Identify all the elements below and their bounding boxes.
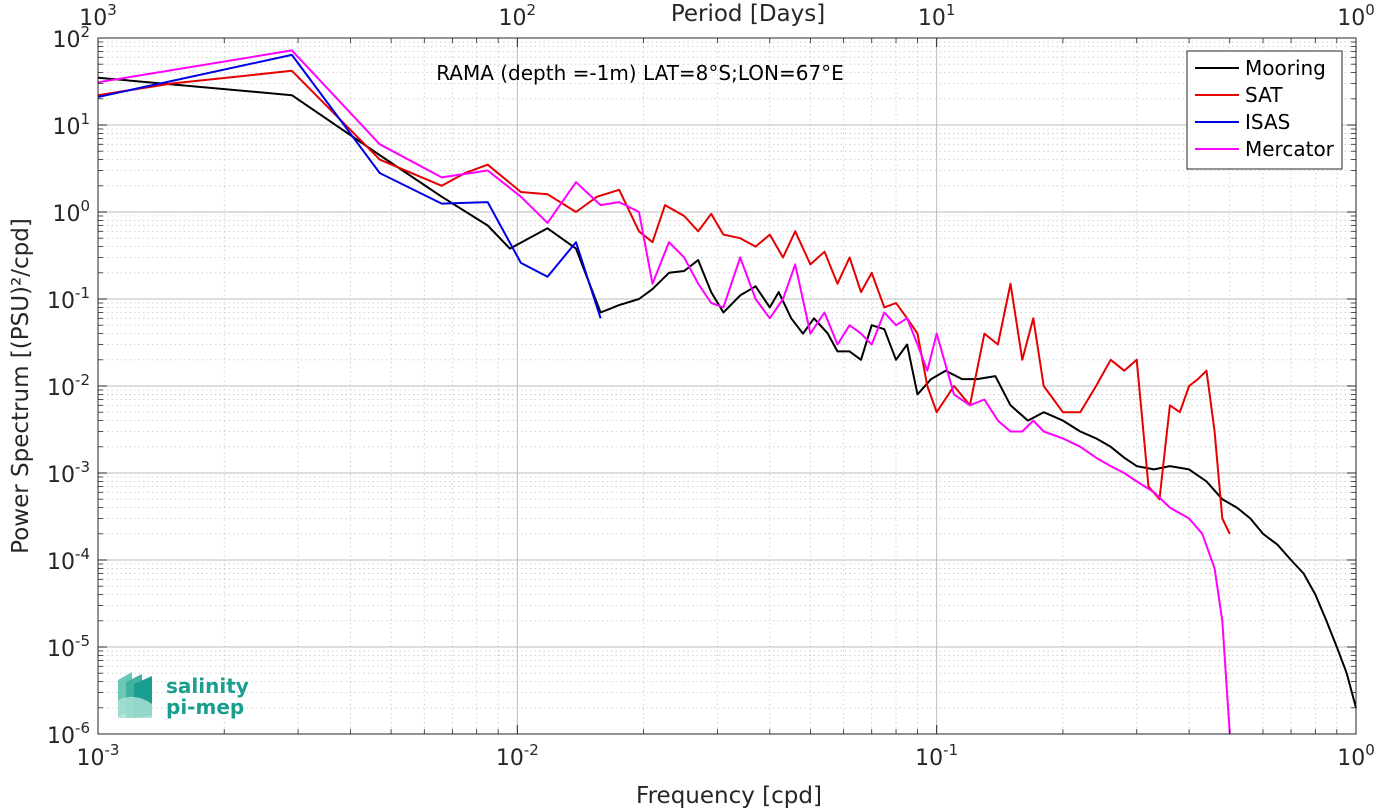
logo-line-2: pi-mep bbox=[166, 695, 244, 719]
top-tick-label: 101 bbox=[918, 1, 956, 31]
y-tick-label: 10-4 bbox=[47, 545, 90, 575]
y-tick-label: 10-2 bbox=[47, 371, 90, 401]
series-line-isas bbox=[97, 53, 602, 319]
top-tick-label: 103 bbox=[79, 1, 117, 31]
x-tick-label: 100 bbox=[1337, 741, 1375, 771]
axis-ticks bbox=[97, 37, 1357, 735]
y-tick-label: 100 bbox=[52, 197, 90, 227]
logo-line-1: salinity bbox=[166, 674, 249, 698]
legend-label: SAT bbox=[1245, 83, 1283, 107]
top-tick-label: 102 bbox=[499, 1, 537, 31]
salinity-pi-mep-logo: salinity pi-mep bbox=[118, 672, 249, 719]
top-tick-label: 100 bbox=[1337, 1, 1375, 31]
series-line-mooring bbox=[97, 76, 1357, 709]
y-tick-label: 10-1 bbox=[47, 284, 90, 314]
y-axis-label: Power Spectrum [(PSU)²/cpd] bbox=[8, 218, 34, 554]
x-tick-label: 10-3 bbox=[77, 741, 120, 771]
x-tick-label: 10-2 bbox=[496, 741, 539, 771]
x-axis-label: Frequency [cpd] bbox=[636, 783, 822, 809]
legend: Mooring SAT ISAS Mercator bbox=[1186, 50, 1343, 170]
series-line-mercator bbox=[97, 49, 1231, 735]
series-lines bbox=[97, 49, 1357, 735]
title: RAMA (depth =-1m) LAT=8°S;LON=67°E bbox=[436, 61, 844, 85]
y-tick-label: 10-3 bbox=[47, 458, 90, 488]
logo-waves-icon bbox=[118, 672, 152, 718]
y-tick-label: 10-6 bbox=[47, 719, 90, 749]
x-tick-label: 10-1 bbox=[915, 741, 958, 771]
top-axis-label: Period [Days] bbox=[671, 1, 825, 27]
legend-label: Mooring bbox=[1245, 56, 1326, 80]
legend-label: Mercator bbox=[1245, 137, 1335, 161]
y-tick-label: 101 bbox=[52, 110, 90, 140]
y-tick-label: 102 bbox=[52, 23, 90, 53]
y-tick-label: 10-5 bbox=[47, 632, 90, 662]
legend-label: ISAS bbox=[1245, 110, 1290, 134]
